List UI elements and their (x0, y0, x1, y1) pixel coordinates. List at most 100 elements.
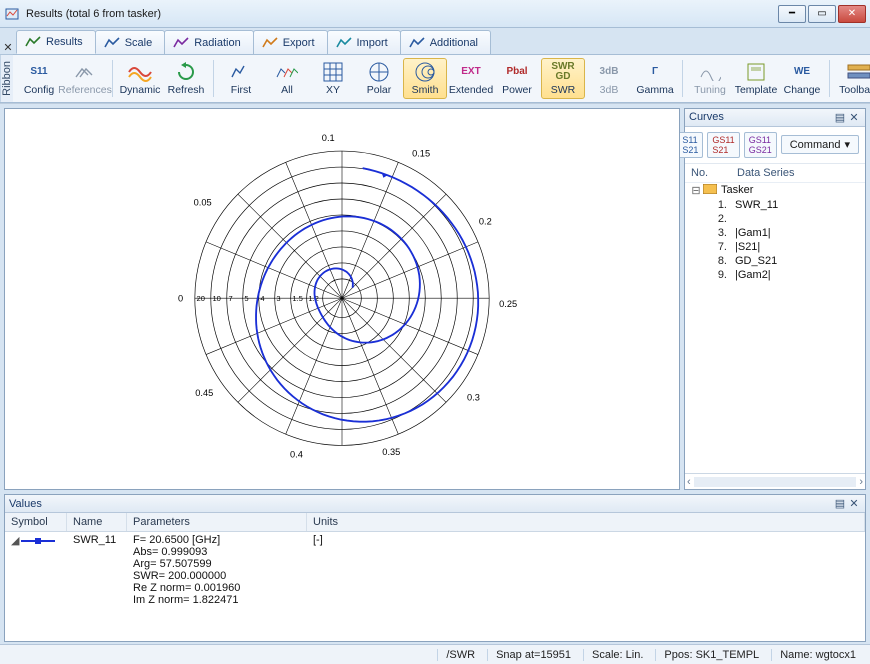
curves-item[interactable]: 9.|Gam2| (685, 268, 865, 282)
curves-item[interactable]: 8.GD_S21 (685, 254, 865, 268)
status-seg-name: Name: wgtocx1 (771, 649, 864, 661)
ribbon-references-button: References (63, 58, 107, 99)
swr-icon: SWR GD (550, 61, 576, 83)
ribbon-polar-button[interactable]: Polar (357, 58, 401, 99)
curves-item-name: |Gam1| (735, 227, 861, 239)
status-seg-swr: /SWR (437, 649, 483, 661)
ribbon-config-button[interactable]: S11Config (17, 58, 61, 99)
svg-text:1.2: 1.2 (308, 294, 319, 303)
tuning-icon (697, 61, 723, 83)
curves-root-item[interactable]: ⊟ Tasker (685, 183, 865, 198)
tab-import[interactable]: Import (327, 30, 401, 54)
window-title: Results (total 6 from tasker) (26, 8, 778, 20)
app-icon (4, 6, 20, 22)
power-icon: Pbal (504, 61, 530, 83)
curves-root-label: Tasker (717, 184, 861, 196)
tab-additional[interactable]: Additional (400, 30, 491, 54)
ribbon-tabs: Results Scale Radiation Export Import Ad… (16, 28, 870, 54)
first-icon (228, 61, 254, 83)
ribbon-first-button[interactable]: First (219, 58, 263, 99)
curves-item-no: 7. (703, 241, 735, 253)
curves-list[interactable]: ⊟ Tasker1.SWR_112.3.|Gam1|7.|S21|8.GD_S2… (685, 183, 865, 473)
tab-export[interactable]: Export (253, 30, 328, 54)
polar-icon (366, 61, 392, 83)
ribbon-power-button[interactable]: PbalPower (495, 58, 539, 99)
tree-toggle-icon[interactable]: ◢ (11, 534, 19, 547)
status-seg-scale: Scale: Lin. (583, 649, 651, 661)
svg-text:0.45: 0.45 (195, 388, 213, 398)
curves-hdr-no: No. (691, 167, 737, 179)
ribbon-extended-button[interactable]: EXTExtended (449, 58, 493, 99)
tree-minus-icon[interactable]: ⊟ (689, 184, 703, 197)
minimize-button[interactable]: ━ (778, 5, 806, 23)
smith-icon (412, 61, 438, 83)
param-line: SWR= 200.000000 (133, 570, 301, 582)
tab-label: Export (283, 37, 315, 49)
curves-item-no: 1. (703, 199, 735, 211)
ribbon-all-button[interactable]: All (265, 58, 309, 99)
ribbon-swr-button[interactable]: SWR GDSWR (541, 58, 585, 99)
curves-tb-gs21[interactable]: GS11GS21 (744, 132, 777, 158)
ribbon-dynamic-button[interactable]: Dynamic (118, 58, 162, 99)
tab-icon (262, 36, 278, 50)
scroll-right-icon[interactable]: › (859, 476, 863, 488)
references-icon (72, 61, 98, 83)
tab-results[interactable]: Results (16, 30, 96, 54)
xy-icon (320, 61, 346, 83)
ribbon-btn-label: Gamma (636, 84, 673, 96)
values-close-icon[interactable]: ✕ (847, 497, 861, 510)
ribbon-gamma-button[interactable]: ΓGamma (633, 58, 677, 99)
curves-tb-s11[interactable]: S11S21 (677, 132, 703, 158)
curves-hdr-ds: Data Series (737, 167, 794, 179)
curves-item-name: |Gam2| (735, 269, 861, 281)
values-name-cell: SWR_11 (67, 532, 127, 548)
tab-scale[interactable]: Scale (95, 30, 166, 54)
title-bar: Results (total 6 from tasker) ━ ▭ ✕ (0, 0, 870, 28)
tab-label: Additional (430, 37, 478, 49)
curves-item-no: 3. (703, 227, 735, 239)
tab-radiation[interactable]: Radiation (164, 30, 253, 54)
values-panel: Values ▤ ✕ Symbol Name Parameters Units … (4, 494, 866, 642)
svg-text:7: 7 (228, 294, 232, 303)
tab-icon (104, 36, 120, 50)
curves-item-name: |S21| (735, 241, 861, 253)
smith-chart-pane[interactable]: 0.10.150.20.250.30.350.40.4500.052010754… (4, 108, 680, 490)
scrollbar-track[interactable] (694, 477, 857, 487)
svg-text:4: 4 (260, 294, 264, 303)
values-pin-icon[interactable]: ▤ (833, 497, 847, 510)
all-icon (274, 61, 300, 83)
svg-text:0.05: 0.05 (194, 197, 212, 207)
ribbon-btn-label: SWR (551, 84, 576, 96)
tab-icon (25, 35, 41, 49)
ribbon-close-button[interactable]: ✕ (0, 38, 16, 54)
ribbon-toolbars-button[interactable]: Toolbars (837, 58, 870, 99)
ribbon-btn-label: References (58, 84, 112, 96)
ribbon-smith-button[interactable]: Smith (403, 58, 447, 99)
ribbon-change-button[interactable]: WEChange (780, 58, 824, 99)
param-line: F= 20.6500 [GHz] (133, 534, 301, 546)
curves-item[interactable]: 1.SWR_11 (685, 198, 865, 212)
curves-item[interactable]: 7.|S21| (685, 240, 865, 254)
toolbars-icon (846, 61, 870, 83)
svg-text:0.35: 0.35 (382, 447, 400, 457)
refresh-icon (173, 61, 199, 83)
maximize-button[interactable]: ▭ (808, 5, 836, 23)
curves-item[interactable]: 2. (685, 212, 865, 226)
curves-item[interactable]: 3.|Gam1| (685, 226, 865, 240)
ribbon-refresh-button[interactable]: Refresh (164, 58, 208, 99)
panel-pin-icon[interactable]: ▤ (833, 111, 847, 124)
ribbon-btn-label: Refresh (168, 84, 205, 96)
ribbon-toolbar: S11ConfigReferences Dynamic Refresh FirstAl… (13, 55, 870, 102)
window-close-button[interactable]: ✕ (838, 5, 866, 23)
param-line: Im Z norm= 1.822471 (133, 594, 301, 606)
scroll-left-icon[interactable]: ‹ (687, 476, 691, 488)
ribbon-tuning-button: Tuning (688, 58, 732, 99)
curves-tb-gs11[interactable]: GS11S21 (707, 132, 739, 158)
ribbon-xy-button[interactable]: XY (311, 58, 355, 99)
3db-icon: 3dB (596, 61, 622, 83)
curves-command-button[interactable]: Command ▾ (781, 135, 859, 154)
ribbon-btn-label: Extended (449, 84, 493, 96)
ribbon-btn-label: Tuning (694, 84, 726, 96)
ribbon-template-button[interactable]: Template (734, 58, 778, 99)
panel-close-icon[interactable]: ✕ (847, 111, 861, 124)
